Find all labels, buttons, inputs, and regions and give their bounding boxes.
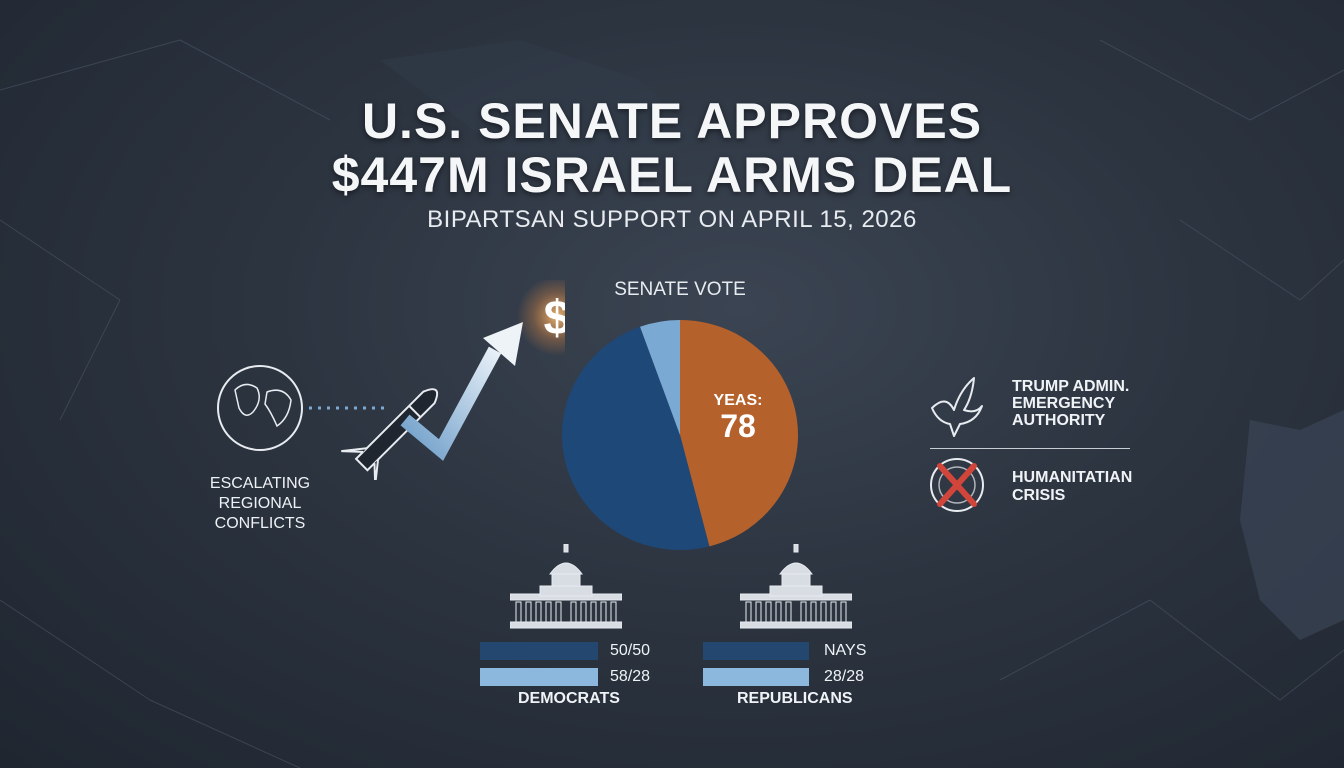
globe-icon: [217, 365, 303, 451]
conflict-label: ESCALATING REGIONAL CONFLICTS: [190, 474, 330, 534]
democrats-label: DEMOCRATS: [518, 690, 620, 707]
yeas-label: YEAS:: [713, 392, 763, 409]
right-divider: [930, 448, 1130, 449]
pie-slice-1: [562, 326, 710, 550]
dove-icon: [931, 377, 983, 437]
admin-authority-label: TRUMP ADMIN. EMERGENCY AUTHORITY: [1012, 378, 1129, 429]
crisis-label-line: HUMANITATIAN: [1012, 469, 1133, 486]
headline-line-1: U.S. SENATE APPROVES: [361, 93, 983, 149]
crisis-x-icon: [930, 458, 984, 512]
crisis-label-line: CRISIS: [1012, 487, 1066, 504]
admin-label-line: EMERGENCY: [1012, 395, 1116, 412]
senate-vote-pie: [562, 320, 798, 550]
conflict-graphic: $: [217, 280, 565, 480]
dollar-icon: $: [544, 292, 565, 345]
crisis-label: HUMANITATIAN CRISIS: [1012, 469, 1132, 505]
headline-line-2: $447M ISRAEL ARMS DEAL: [331, 147, 1013, 203]
headline-subtitle: BIPARTSAN SUPPORT ON APRIL 15, 2026: [427, 206, 917, 233]
missile-icon: [341, 388, 439, 480]
conflict-label-line: REGIONAL: [218, 495, 302, 512]
pie-slice-0: [680, 320, 798, 547]
conflict-label-line: ESCALATING: [209, 475, 311, 492]
pie-title: SENATE VOTE: [614, 279, 746, 300]
capitol-icon: [740, 544, 852, 629]
pie-slice-2: [640, 320, 680, 435]
yeas-value: 78: [720, 408, 756, 444]
republicans-row1-value: NAYS: [824, 642, 867, 659]
republicans-label: REPUBLICANS: [737, 690, 853, 707]
admin-label-line: TRUMP ADMIN.: [1012, 378, 1130, 395]
democrats-row1-value: 50/50: [610, 642, 651, 659]
republicans-bar-bottom: [703, 668, 809, 686]
growth-arrow: [400, 346, 502, 461]
democrats-bar-bottom: [480, 668, 598, 686]
conflict-label-line: CONFLICTS: [214, 515, 306, 532]
democrats-row2-value: 58/28: [610, 668, 651, 685]
capitol-icon: [510, 544, 622, 629]
republicans-row2-value: 28/28: [824, 668, 865, 685]
admin-label-line: AUTHORITY: [1012, 412, 1106, 429]
republicans-bar-top: [703, 642, 809, 660]
democrats-bar-top: [480, 642, 598, 660]
